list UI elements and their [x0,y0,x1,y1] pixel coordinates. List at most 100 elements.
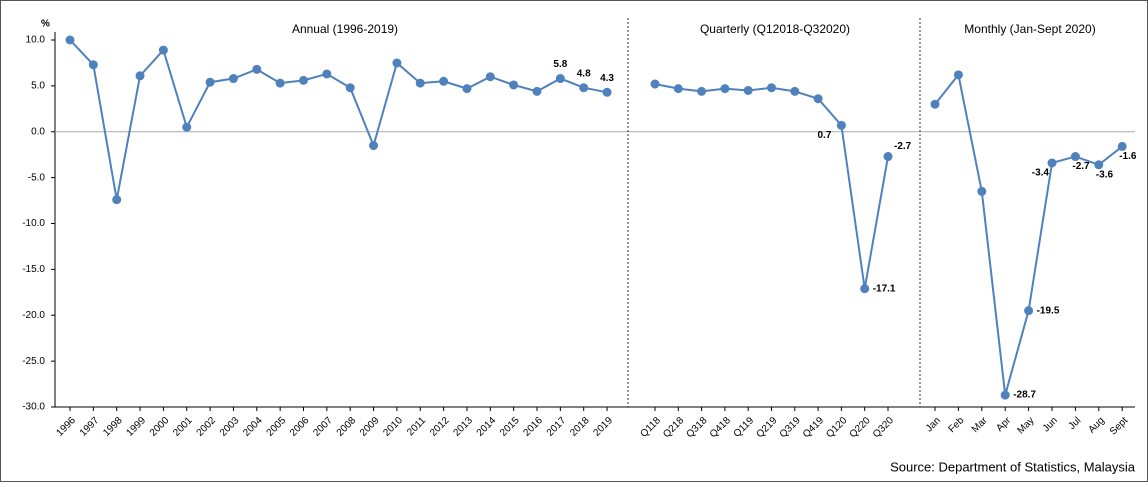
x-tick-label: 2012 [428,415,452,439]
point [485,72,495,82]
data-label: -2.7 [1072,161,1090,172]
point [579,83,589,93]
point [65,35,75,45]
point [392,58,402,68]
x-tick-label: 2006 [288,415,312,439]
point [883,152,893,162]
point [182,122,192,132]
x-tick-label: 1999 [125,415,149,439]
y-tick-label: -10.0 [22,218,45,229]
x-tick-label: Q219 [754,415,779,440]
data-label: 5.8 [553,59,567,70]
x-tick-label: Apr [994,415,1013,434]
line [934,72,1123,396]
panel-title: Quarterly (Q12018-Q32020) [700,22,850,36]
point [720,84,730,94]
x-tick-label: Jun [1041,415,1060,434]
point [415,78,425,88]
y-tick-label: -25.0 [22,356,45,367]
point [602,87,612,97]
x-tick-label: 2004 [241,415,265,439]
point [322,69,332,79]
point [697,86,707,96]
point [88,60,98,70]
data-label: 0.7 [817,130,831,141]
point [836,120,846,130]
x-tick-label: Jul [1067,415,1084,432]
y-tick-label: -30.0 [22,402,45,413]
y-tick-label: 0.0 [31,126,45,137]
x-tick-label: 2011 [405,415,428,438]
x-tick-label: 1997 [78,415,102,439]
point [462,84,472,94]
data-label: -17.1 [873,283,896,294]
point [673,84,683,94]
point [299,75,308,85]
point [1000,390,1010,400]
x-tick-label: Q120 [824,415,849,440]
x-tick-label: 2019 [592,415,616,439]
point [158,45,168,55]
point [650,79,660,89]
x-tick-label: Sept [1108,415,1130,437]
x-tick-label: 2017 [545,415,569,439]
point [205,77,215,87]
point [228,74,238,84]
y-tick-label: 5.0 [31,81,45,92]
data-label: -3.4 [1032,168,1050,179]
x-tick-label: 2014 [475,415,499,439]
point [813,94,823,104]
x-tick-label: Jan [924,415,943,434]
point [509,80,519,90]
point [112,195,122,205]
data-label: -19.5 [1037,305,1060,316]
x-tick-label: 2000 [148,415,172,439]
data-label: 4.3 [600,73,614,84]
x-tick-label: Feb [946,415,966,435]
data-label: -28.7 [1013,390,1036,401]
line [69,39,608,200]
x-tick-label: 1998 [101,415,125,439]
point [532,86,542,96]
point [1070,152,1080,162]
x-tick-label: 2008 [335,415,359,439]
point [369,141,379,151]
y-tick-label: 10.0 [26,35,46,46]
line [654,83,889,289]
y-tick-label: -5.0 [28,172,46,183]
point [953,70,963,80]
point [252,64,262,74]
data-label: -3.6 [1096,169,1114,180]
x-tick-label: Q118 [638,415,663,440]
x-tick-label: Q319 [778,415,803,440]
panel-title: Monthly (Jan-Sept 2020) [964,22,1095,36]
point [1094,160,1104,170]
point [439,76,449,86]
data-label: -2.7 [894,141,912,152]
point [555,74,565,84]
point [1047,158,1057,168]
x-tick-label: 2002 [195,415,219,439]
point [790,86,800,96]
point [1024,306,1034,316]
x-tick-label: Q418 [708,415,733,440]
x-tick-label: Q320 [871,415,896,440]
x-tick-label: May [1015,415,1036,436]
data-label: 4.8 [577,68,591,79]
point [860,284,870,294]
point [135,71,145,81]
x-tick-label: 2016 [521,415,545,439]
x-tick-label: Q318 [685,415,710,440]
x-tick-label: 2015 [498,415,522,439]
point [767,83,776,93]
point [275,78,285,88]
x-tick-label: 2010 [381,415,405,439]
point [345,83,355,93]
x-tick-label: Aug [1086,415,1106,435]
x-tick-label: 2003 [218,415,242,439]
x-tick-label: 2001 [171,415,195,439]
point [930,99,940,109]
point [1117,141,1127,151]
